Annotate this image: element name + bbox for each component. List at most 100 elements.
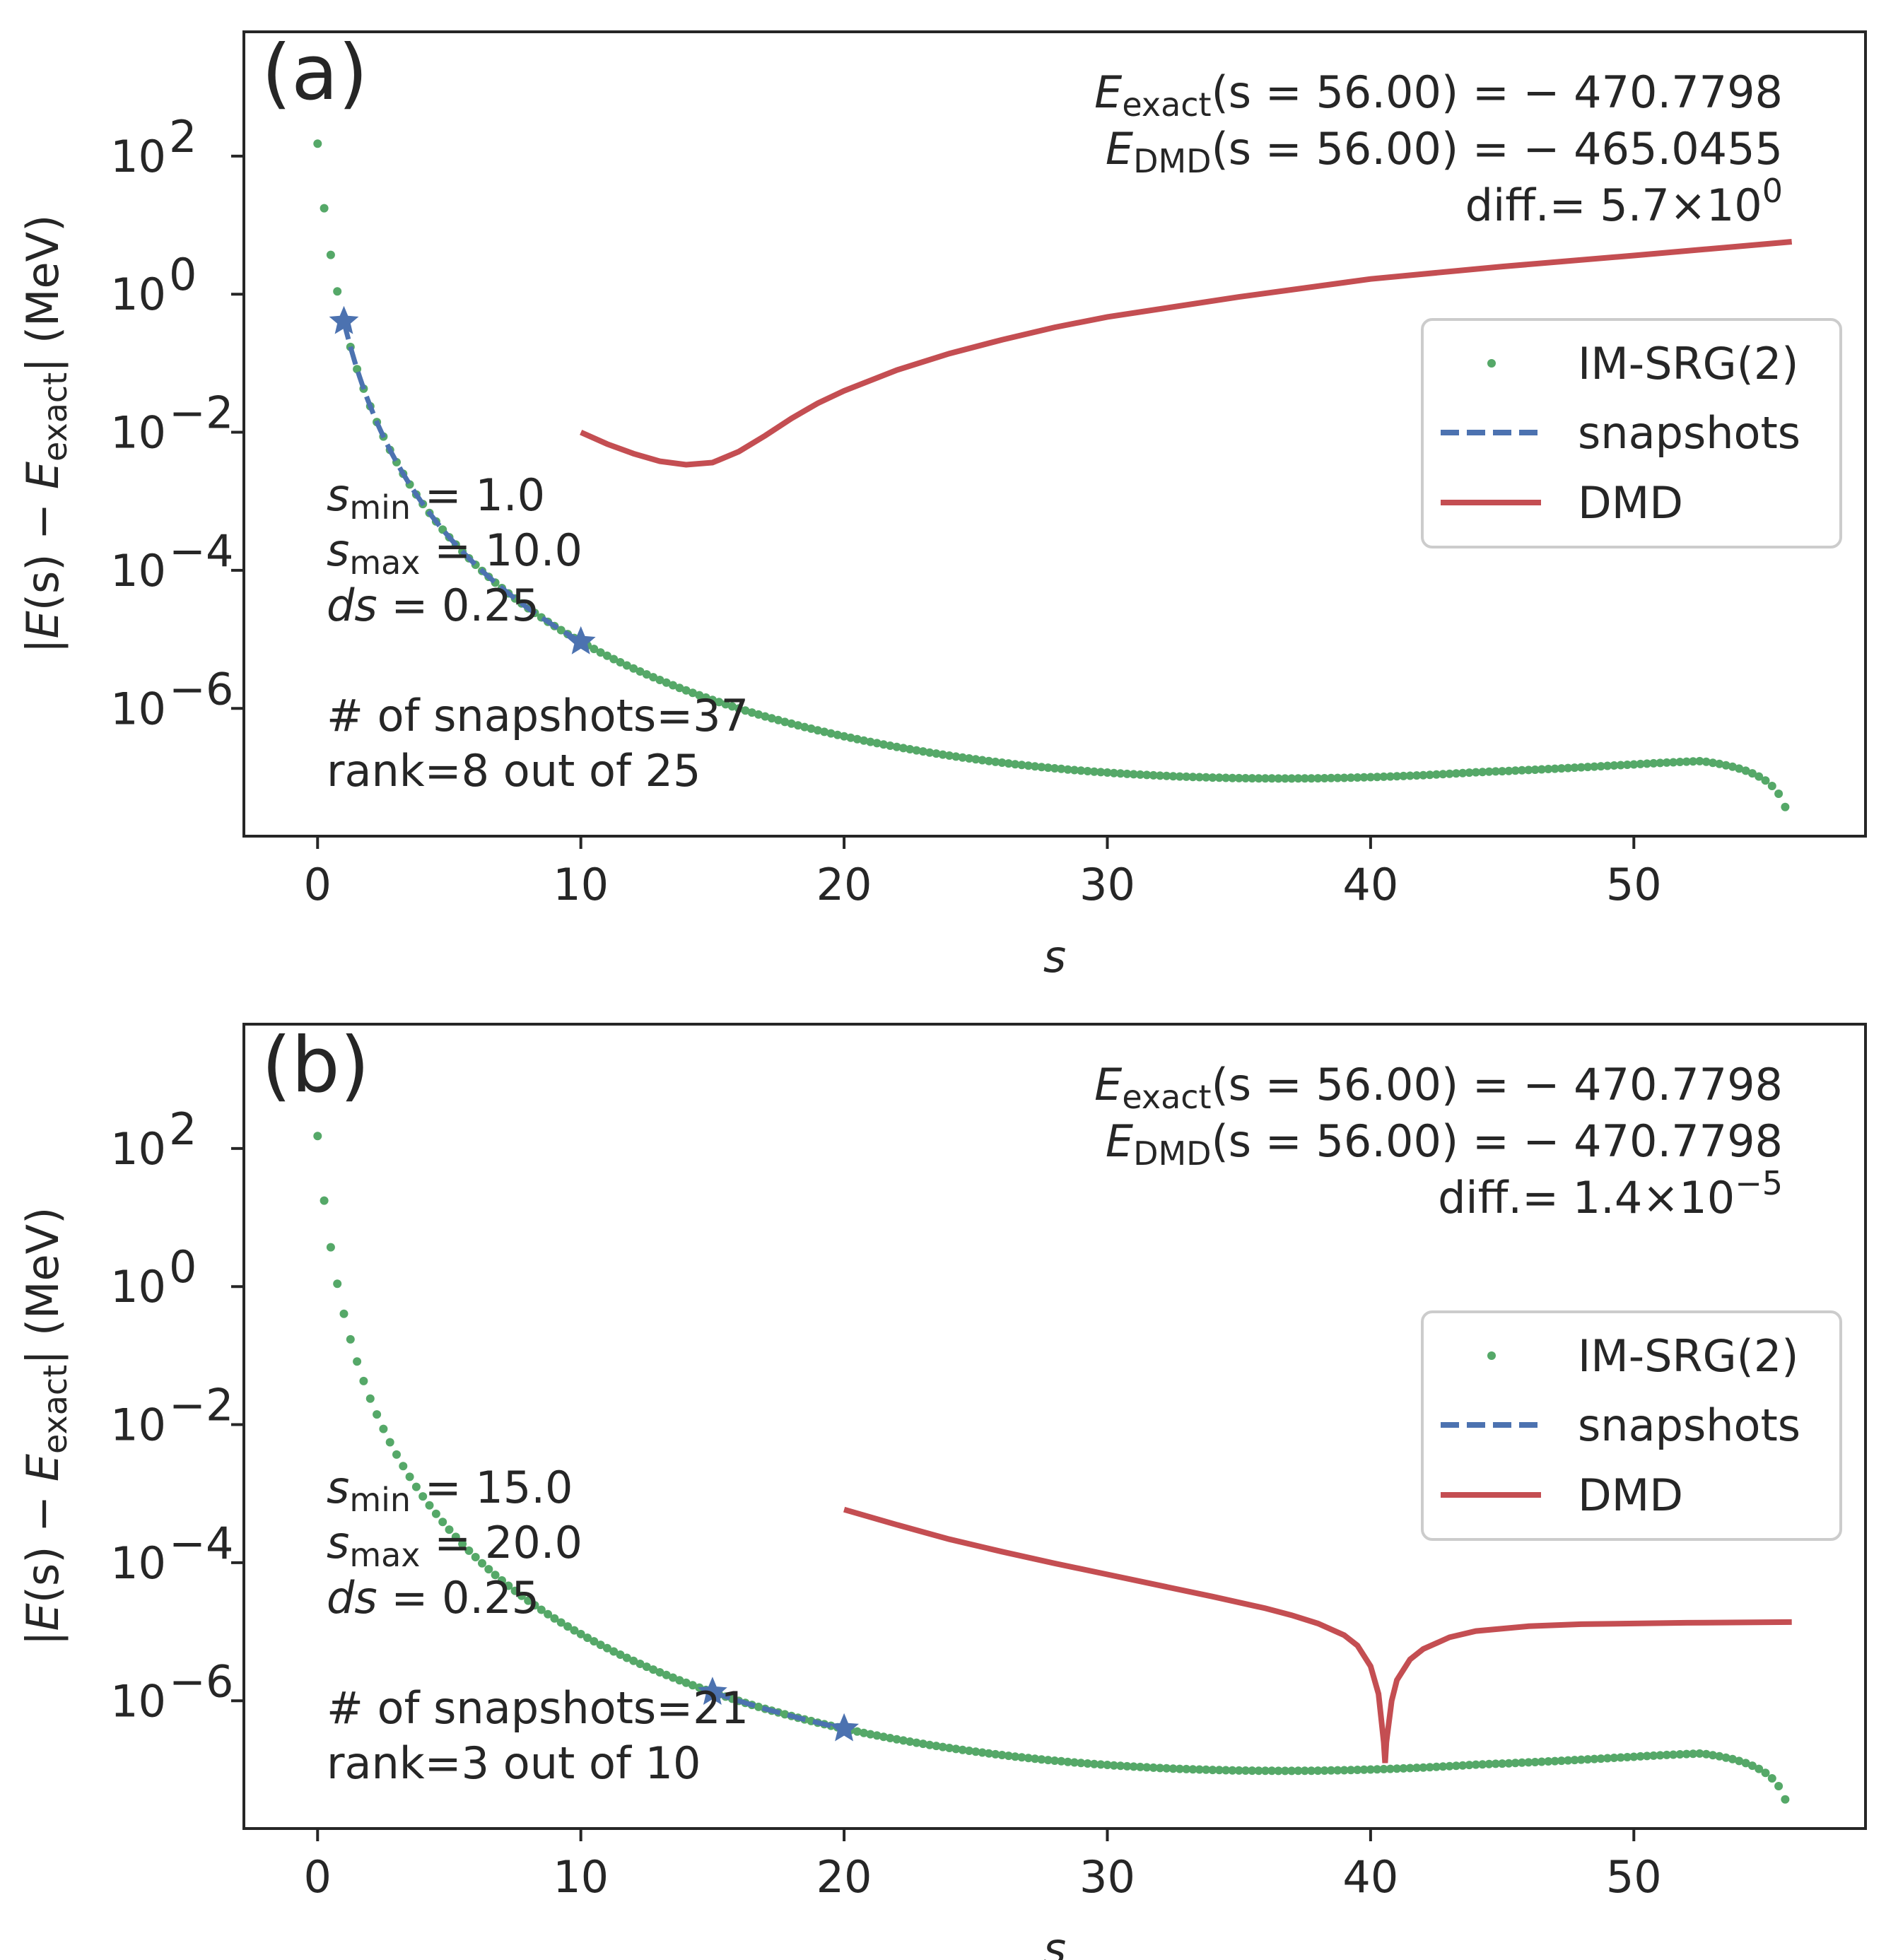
imsrg-point	[1274, 1766, 1283, 1776]
imsrg-point	[1576, 1755, 1586, 1764]
imsrg-point	[359, 1376, 368, 1385]
imsrg-point	[1557, 1756, 1566, 1766]
imsrg-point	[1083, 1759, 1092, 1768]
snapshot-count-text-a: # of snapshots=37	[327, 690, 749, 741]
imsrg-point	[688, 688, 697, 698]
imsrg-point	[1537, 1757, 1546, 1766]
x-tick-label: 50	[1606, 859, 1662, 910]
imsrg-point	[1393, 1764, 1402, 1773]
y-tick-exponent: −4	[169, 1518, 233, 1569]
imsrg-point	[925, 1740, 935, 1749]
imsrg-point	[1741, 1759, 1750, 1768]
imsrg-point	[1755, 1764, 1764, 1773]
imsrg-point	[1004, 1751, 1013, 1761]
imsrg-point	[1359, 773, 1369, 782]
imsrg-point	[681, 686, 691, 695]
imsrg-point	[1419, 770, 1428, 780]
legend-box-a	[1421, 318, 1842, 548]
imsrg-point	[1761, 1768, 1770, 1778]
imsrg-point	[602, 1643, 611, 1653]
imsrg-point	[984, 756, 993, 765]
imsrg-point	[853, 1727, 862, 1736]
legend-box-b	[1421, 1310, 1842, 1541]
x-tick-label: 0	[304, 859, 332, 910]
imsrg-point	[1550, 764, 1559, 773]
imsrg-point	[1333, 773, 1342, 782]
imsrg-point	[1103, 1761, 1112, 1769]
imsrg-point	[688, 1681, 697, 1690]
imsrg-point	[1037, 763, 1046, 772]
smin-text-b: smin = 15.0	[327, 1462, 573, 1519]
imsrg-point	[1695, 756, 1704, 765]
imsrg-point	[1498, 767, 1507, 776]
imsrg-point	[1287, 774, 1296, 783]
imsrg-point	[1603, 761, 1612, 770]
imsrg-point	[1162, 771, 1171, 780]
imsrg-point	[570, 1626, 579, 1635]
legend-b: IM-SRG(2) snapshots DMD	[1421, 1310, 1842, 1541]
imsrg-point	[373, 1410, 382, 1419]
imsrg-point	[1274, 774, 1283, 783]
imsrg-point	[1537, 765, 1546, 774]
imsrg-point	[886, 741, 895, 750]
imsrg-point	[886, 1734, 895, 1742]
imsrg-point	[1195, 773, 1204, 782]
imsrg-point	[1511, 766, 1520, 775]
imsrg-point	[1182, 1764, 1191, 1773]
imsrg-point	[1063, 765, 1072, 774]
imsrg-point	[1458, 1761, 1468, 1770]
imsrg-point	[1103, 768, 1112, 777]
imsrg-point	[1366, 773, 1375, 782]
imsrg-point	[616, 658, 625, 667]
imsrg-point	[1214, 773, 1224, 782]
imsrg-point	[1781, 1795, 1790, 1804]
imsrg-point	[701, 693, 710, 702]
imsrg-point	[1425, 770, 1434, 780]
x-tick-label: 30	[1079, 1851, 1135, 1903]
imsrg-point	[1649, 1751, 1658, 1760]
imsrg-point	[1432, 1762, 1441, 1771]
x-tick-label: 0	[304, 1851, 332, 1903]
imsrg-point	[912, 1738, 921, 1747]
imsrg-point	[1057, 764, 1066, 773]
imsrg-point	[320, 1196, 329, 1205]
y-tick-label: 10	[110, 1261, 166, 1313]
imsrg-point	[800, 722, 809, 732]
imsrg-point	[846, 733, 855, 742]
imsrg-point	[616, 1650, 625, 1659]
imsrg-point	[1188, 773, 1197, 782]
imsrg-point	[1313, 1766, 1323, 1776]
imsrg-point	[1518, 1758, 1526, 1767]
imsrg-point	[530, 1601, 539, 1610]
imsrg-point	[669, 1673, 677, 1682]
y-axis-label-a: |E(s) − Eexact| (MeV)	[17, 215, 74, 654]
imsrg-point	[1709, 758, 1717, 768]
imsrg-point	[761, 712, 770, 721]
imsrg-point	[642, 670, 651, 679]
panel-label-a: (a)	[262, 29, 368, 117]
imsrg-point	[1327, 773, 1335, 782]
imsrg-point	[1070, 1758, 1079, 1767]
imsrg-point	[840, 732, 849, 741]
imsrg-point	[695, 691, 704, 700]
imsrg-point	[1471, 1760, 1480, 1769]
imsrg-point	[1675, 1750, 1685, 1759]
imsrg-point	[853, 734, 862, 744]
imsrg-point	[997, 1751, 1007, 1759]
imsrg-point	[590, 645, 599, 654]
imsrg-point	[951, 752, 961, 761]
imsrg-point	[1267, 1766, 1277, 1776]
imsrg-point	[1530, 765, 1540, 774]
imsrg-point	[1709, 1751, 1717, 1760]
imsrg-point	[1530, 1758, 1540, 1766]
x-tick-label: 40	[1342, 1851, 1398, 1903]
imsrg-point	[655, 676, 664, 684]
diff-text-b: diff.= 1.4×10−5	[1438, 1164, 1783, 1223]
imsrg-point	[1610, 1754, 1619, 1762]
imsrg-point	[1248, 774, 1257, 783]
imsrg-point	[1089, 767, 1099, 776]
smax-text-b: smax = 20.0	[327, 1517, 582, 1574]
imsrg-point	[1656, 758, 1665, 768]
imsrg-point	[945, 751, 954, 760]
